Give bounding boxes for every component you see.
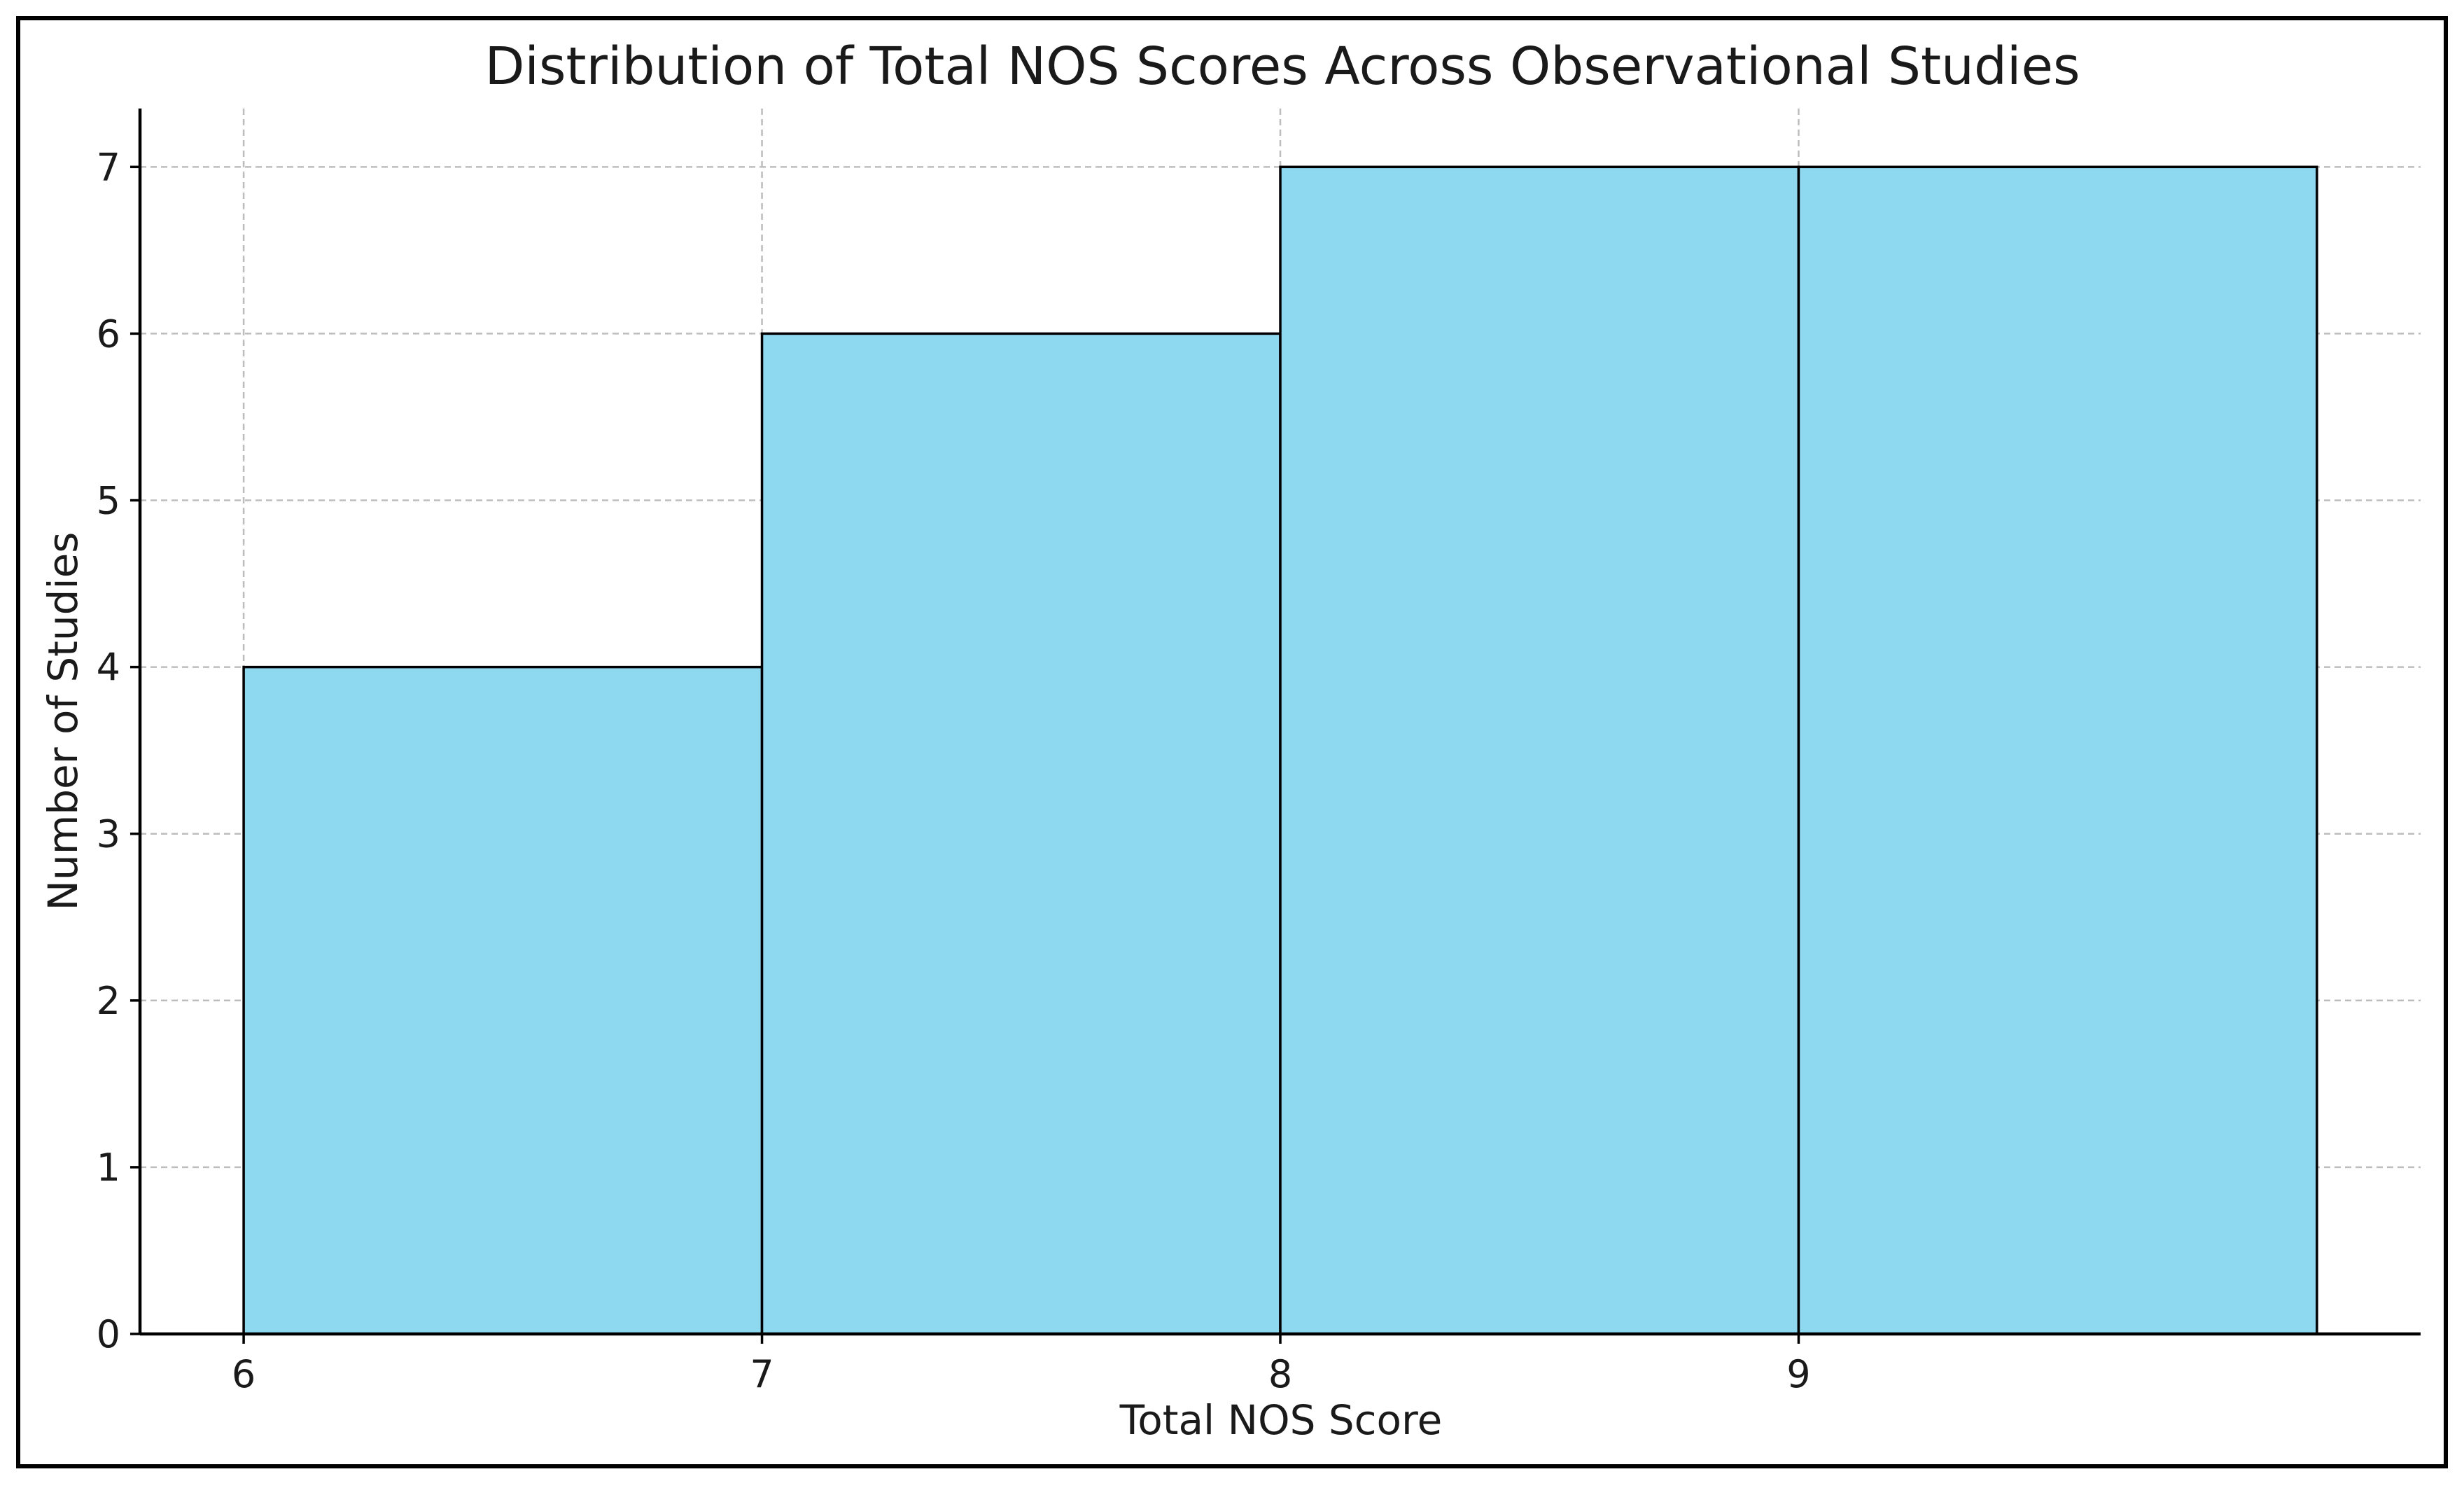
- y-tick-label: 1: [97, 1146, 120, 1190]
- chart-title: Distribution of Total NOS Scores Across …: [484, 36, 2080, 97]
- y-tick-label: 3: [97, 812, 120, 856]
- x-tick-label: 6: [232, 1352, 255, 1396]
- y-tick-label: 6: [97, 312, 120, 356]
- bars: [242, 165, 2318, 1335]
- y-tick-label: 2: [97, 979, 120, 1023]
- x-tick-label: 8: [1268, 1352, 1292, 1396]
- y-tick-label: 7: [97, 145, 120, 189]
- y-tick-label: 0: [97, 1312, 120, 1356]
- histogram-bar: [1279, 165, 1800, 1335]
- y-tick-label: 4: [97, 646, 120, 690]
- x-tick-label: 9: [1786, 1352, 1810, 1396]
- histogram-bar: [1797, 165, 2318, 1335]
- histogram-bar: [760, 332, 1282, 1335]
- histogram-bar: [242, 665, 764, 1335]
- axes: [130, 109, 2421, 1344]
- y-tick-labels: 0 1 2 3 4 5 6 7: [97, 145, 120, 1356]
- y-tick-label: 5: [97, 479, 120, 523]
- x-tick-labels: 6 7 8 9: [232, 1352, 1811, 1396]
- y-axis-label: Number of Studies: [39, 532, 87, 911]
- x-axis-label: Total NOS Score: [1119, 1396, 1443, 1444]
- x-tick-label: 7: [750, 1352, 774, 1396]
